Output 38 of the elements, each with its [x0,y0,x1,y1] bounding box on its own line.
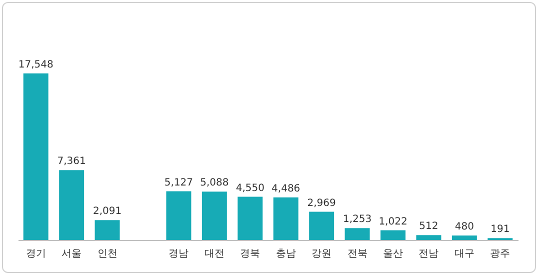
data-label: 17,548 [18,59,54,70]
data-label: 4,550 [236,182,264,194]
bar [202,192,227,240]
data-label: 2,969 [307,198,336,209]
bar [344,228,370,240]
data-label: 480 [454,221,474,232]
bar [452,235,477,240]
bar [273,197,298,240]
bar [166,191,192,240]
x-tick-label: 광주 [490,248,510,260]
data-label: 5,127 [164,177,194,188]
data-label: 7,361 [57,156,86,168]
data-label: 2,091 [92,206,122,218]
x-tick-label: 인천 [97,248,118,260]
bar [380,230,406,240]
x-tick-label: 전북 [347,248,368,260]
bar [309,212,334,240]
bar [94,220,120,240]
data-label: 1,022 [378,216,408,228]
x-tick-label: 경남 [168,248,189,260]
x-tick-label: 울산 [383,248,403,260]
bar [238,196,263,240]
x-tick-label: 전남 [418,248,439,260]
x-tick-label: 경기 [26,248,46,260]
x-tick-label: 서울 [62,248,82,260]
data-label: 191 [490,224,510,236]
bar [416,235,442,240]
bar [59,170,84,240]
data-label: 512 [419,221,438,232]
data-label: 5,088 [200,178,229,189]
x-tick-label: 충남 [276,248,296,260]
x-tick-label: 경북 [240,248,260,260]
x-tick-label: 대전 [204,248,224,260]
bar [23,73,48,240]
x-tick-label: 대구 [454,248,474,260]
x-tick-label: 강원 [312,248,332,260]
data-label: 1,253 [342,214,372,226]
data-label: 4,486 [272,183,300,194]
